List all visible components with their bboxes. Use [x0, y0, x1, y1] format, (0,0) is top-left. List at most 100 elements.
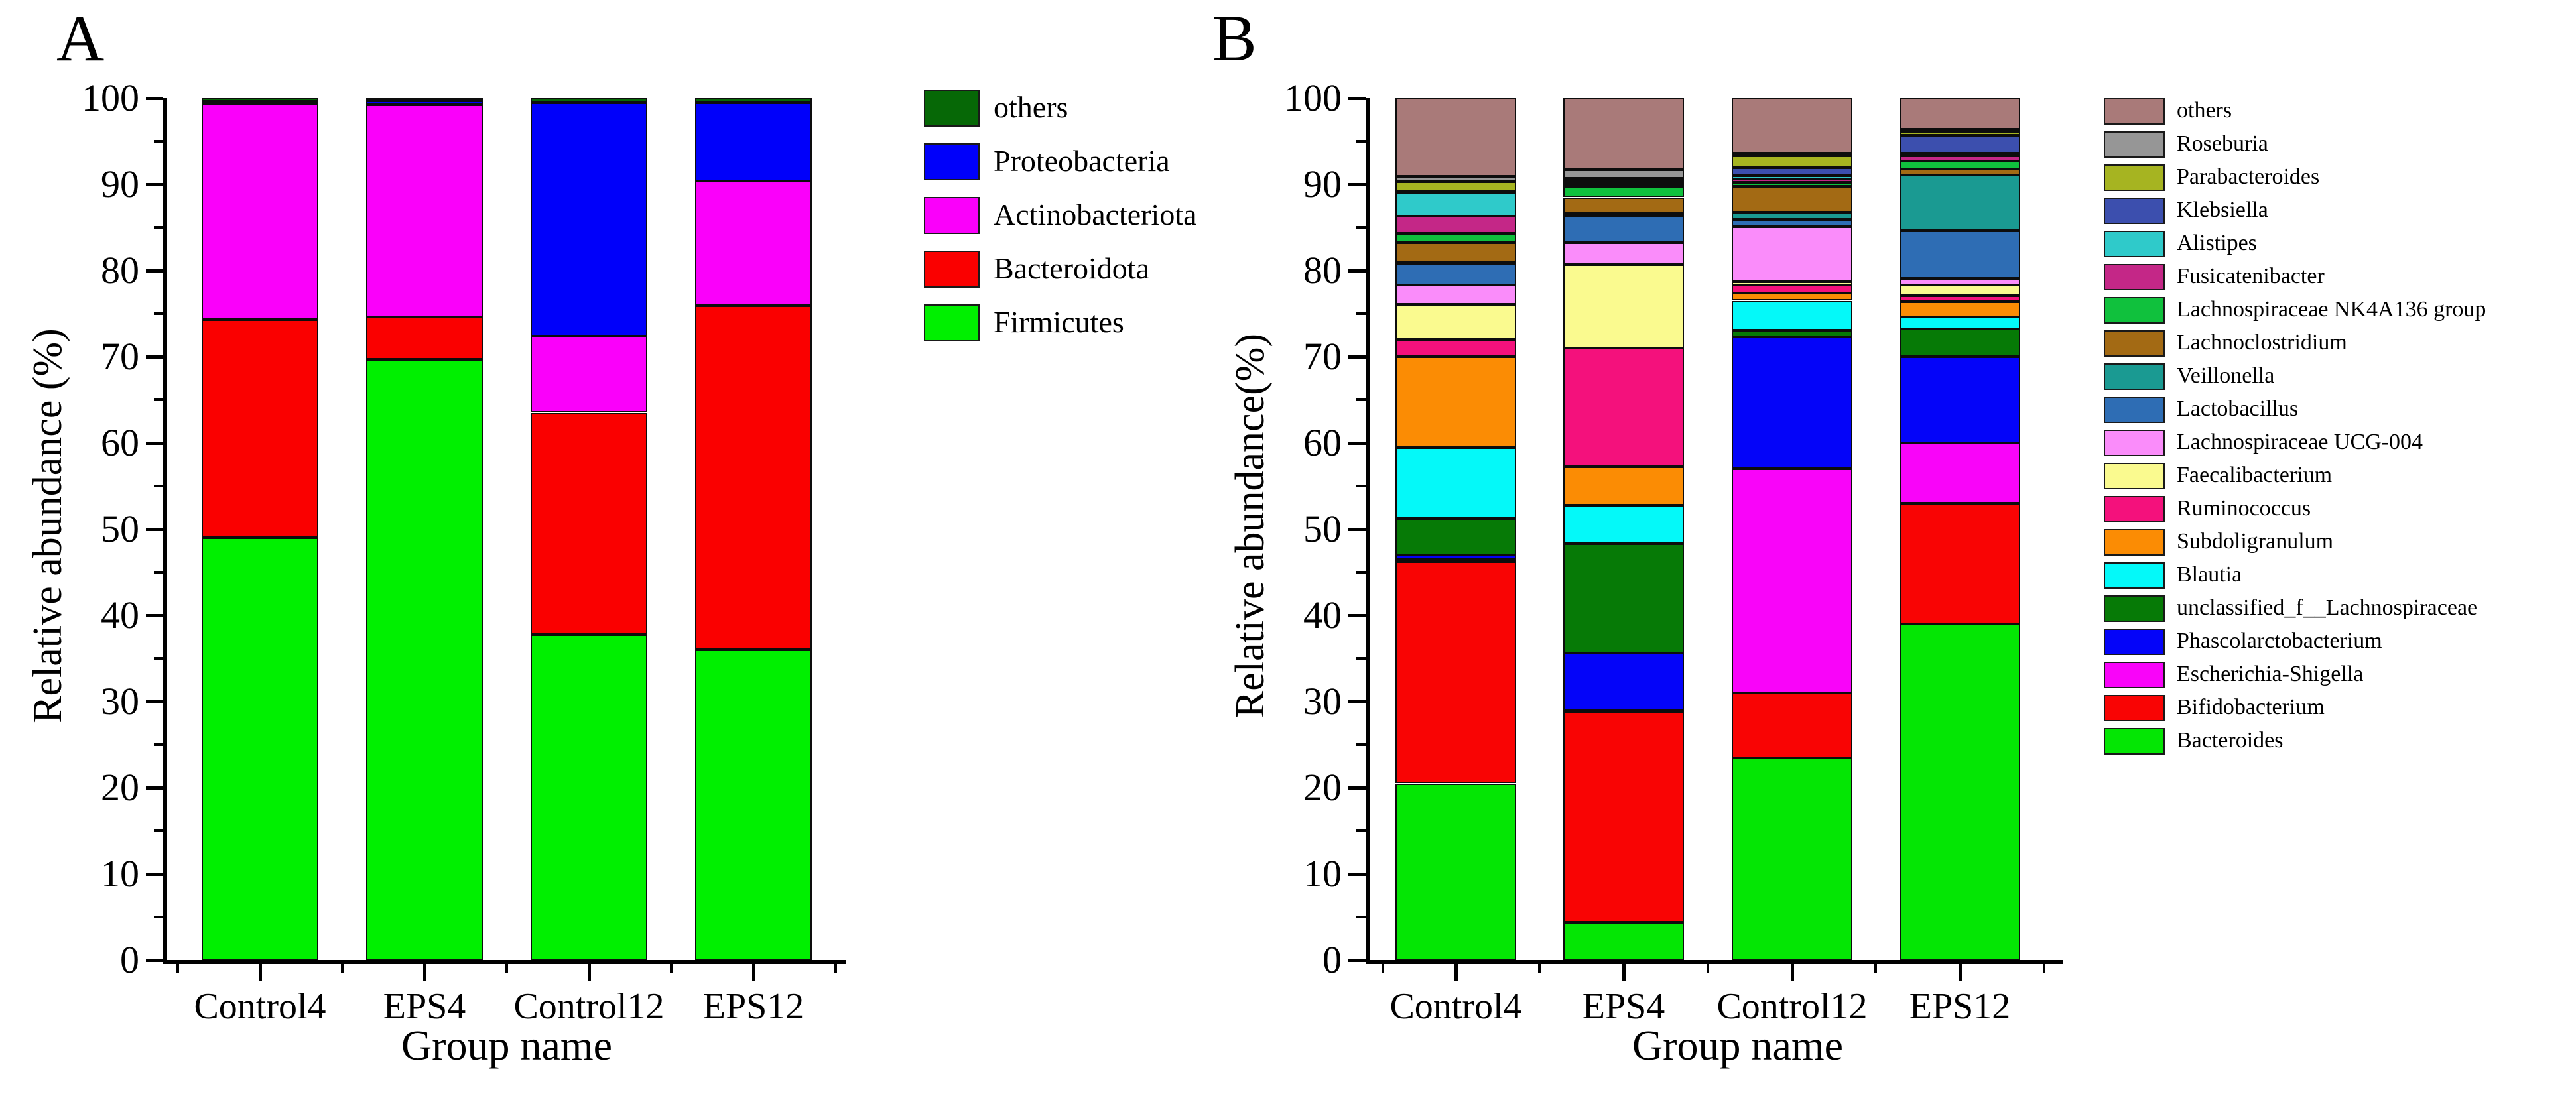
bar-segment	[1732, 757, 1852, 960]
legend-swatch	[924, 90, 980, 127]
x-major-tick	[1622, 964, 1626, 981]
legend-swatch	[2104, 164, 2165, 191]
legend-label: Faecalibacterium	[2177, 463, 2333, 487]
y-major-tick	[146, 183, 163, 186]
bar-segment	[1563, 467, 1684, 505]
legend-label: Alistipes	[2177, 231, 2257, 255]
legend-label: unclassified_f__Lachnospiraceae	[2177, 595, 2478, 620]
legend-swatch	[2104, 297, 2165, 324]
x-major-tick	[259, 964, 262, 981]
bar-segment	[1900, 317, 2020, 330]
bar-segment	[1732, 98, 1852, 154]
y-tick-label: 30	[101, 680, 139, 723]
bar-segment	[695, 180, 812, 306]
bar-segment	[1563, 505, 1684, 544]
x-tick-label: EPS4	[1582, 986, 1665, 1027]
y-major-tick	[146, 614, 163, 617]
bar-segment	[366, 105, 483, 318]
legend-label: others	[2177, 98, 2232, 123]
y-tick-label: 70	[1303, 335, 1342, 378]
y-tick-label: 90	[1303, 162, 1342, 206]
bar-segment	[1900, 357, 2020, 443]
legend-label: Lachnospiraceae UCG-004	[2177, 430, 2423, 454]
bar-segment	[1900, 135, 2020, 154]
legend-swatch	[2104, 363, 2165, 390]
legend-label: Bacteroidota	[994, 251, 1150, 285]
bar-segment	[202, 101, 318, 105]
bar-segment	[695, 98, 812, 103]
bar-segment	[1395, 447, 1516, 519]
bar-segment	[1900, 285, 2020, 296]
bar-segment	[1900, 301, 2020, 318]
y-major-tick	[1348, 614, 1366, 617]
y-tick-label: 60	[1303, 421, 1342, 464]
legend-label: Klebsiella	[2177, 198, 2268, 222]
y-minor-tick	[154, 140, 163, 143]
legend-swatch	[2104, 430, 2165, 456]
bar-segment	[1732, 292, 1852, 301]
bar-segment	[1900, 443, 2020, 503]
bar-segment	[1900, 174, 2020, 231]
legend-label: Bifidobacterium	[2177, 695, 2325, 719]
bar-segment	[1732, 285, 1852, 293]
bar-segment	[1563, 264, 1684, 348]
bar-segment	[1900, 295, 2020, 302]
bar-segment	[1732, 219, 1852, 227]
y-minor-tick	[1356, 398, 1366, 401]
legend-swatch	[2104, 662, 2165, 688]
bar-segment	[1732, 693, 1852, 758]
legend-swatch	[924, 304, 980, 341]
y-tick-label: 70	[101, 335, 139, 378]
x-major-tick	[423, 964, 426, 981]
bar-segment	[1395, 182, 1516, 192]
y-tick-label: 0	[120, 938, 139, 981]
bar-segment	[1732, 153, 1852, 156]
x-tick-label: Control4	[1389, 986, 1522, 1027]
x-tick-label: EPS4	[383, 986, 466, 1027]
bar-segment	[1395, 304, 1516, 339]
legend-swatch	[2104, 131, 2165, 158]
bar-segment	[1395, 193, 1516, 217]
legend-swatch	[2104, 629, 2165, 655]
y-minor-tick	[1356, 571, 1366, 574]
bar-segment	[1563, 215, 1684, 243]
y-tick-label: 40	[1303, 593, 1342, 637]
bar-segment	[1732, 226, 1852, 282]
bar-segment	[1395, 555, 1516, 560]
y-major-tick	[1348, 700, 1366, 703]
bar-segment	[1900, 503, 2020, 624]
y-minor-tick	[1356, 657, 1366, 660]
x-tick-label: EPS12	[702, 986, 805, 1027]
bar-segment	[1900, 160, 2020, 169]
x-axis-line	[1366, 960, 2063, 964]
bar-segment	[1563, 214, 1684, 217]
bar-segment	[366, 98, 483, 101]
y-tick-label: 50	[1303, 507, 1342, 550]
y-minor-tick	[154, 226, 163, 229]
x-minor-tick	[2043, 964, 2045, 973]
legend-label: Phascolarctobacterium	[2177, 629, 2382, 653]
x-minor-tick	[176, 964, 179, 973]
y-tick-label: 90	[101, 162, 139, 206]
legend-swatch	[2104, 562, 2165, 589]
bar-segment	[531, 336, 647, 413]
x-major-tick	[1959, 964, 1962, 981]
legend-label: Ruminococcus	[2177, 496, 2311, 520]
y-tick-label: 60	[101, 421, 139, 464]
bar-segment	[531, 412, 647, 635]
bar-segment	[1732, 300, 1852, 330]
bar-segment	[202, 538, 318, 960]
x-tick-label: Control12	[1716, 986, 1868, 1027]
y-major-tick	[1348, 959, 1366, 962]
bar-segment	[1732, 168, 1852, 176]
bar-segment	[1900, 131, 2020, 135]
legend-label: Blautia	[2177, 562, 2242, 587]
legend-swatch	[924, 197, 980, 234]
bar-segment	[1900, 153, 2020, 156]
y-minor-tick	[154, 916, 163, 918]
y-tick-label: 80	[101, 249, 139, 292]
x-minor-tick	[834, 964, 837, 973]
y-minor-tick	[154, 485, 163, 487]
legend-swatch	[924, 251, 980, 288]
bar-segment	[1732, 337, 1852, 469]
